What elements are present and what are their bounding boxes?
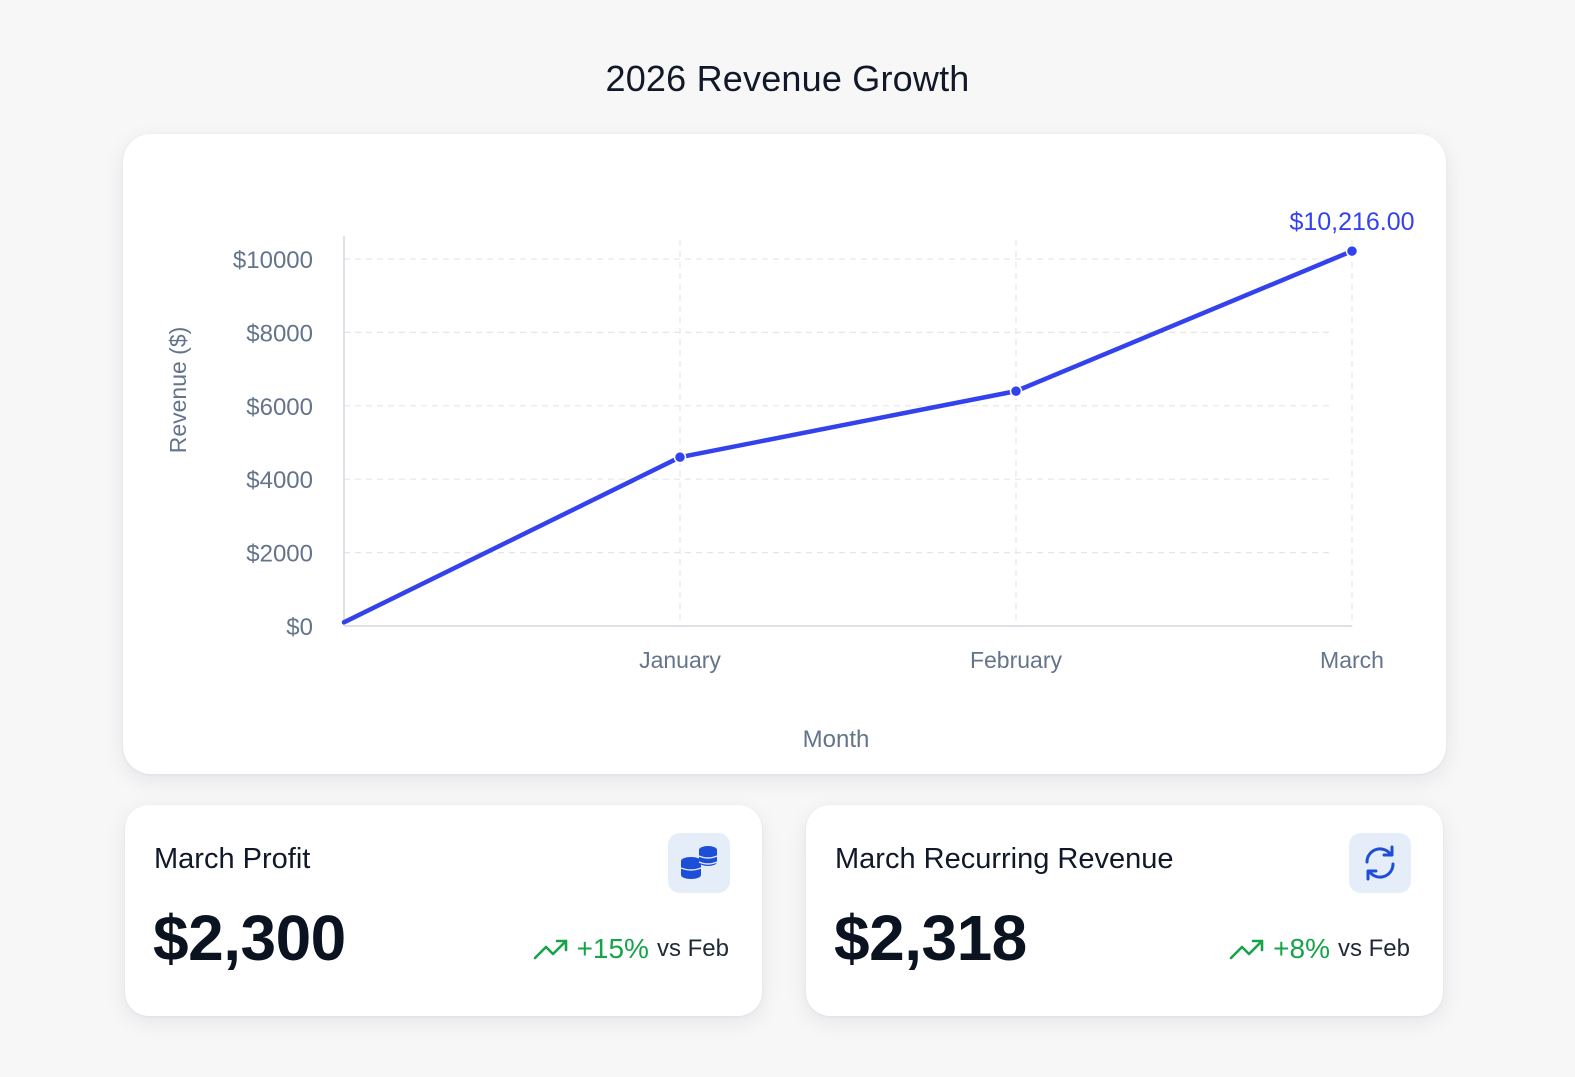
change-comparison: vs Feb <box>1337 935 1410 962</box>
march-recurring-revenue-card: March Recurring Revenue $2,318 +8% vs Fe… <box>806 805 1443 1016</box>
stat-value: $2,300 <box>153 902 346 974</box>
march-profit-card: March Profit $2,300 <box>125 805 762 1016</box>
data-point <box>1009 384 1023 398</box>
y-tick-label: $6000 <box>246 394 313 421</box>
stat-change: +8% vs Feb <box>1229 933 1410 965</box>
x-axis-title: Month <box>803 726 870 753</box>
stat-label: March Profit <box>154 843 311 875</box>
data-label: $10,216.00 <box>1289 208 1414 236</box>
y-tick-label: $0 <box>286 614 313 641</box>
x-tick-label: January <box>639 647 721 673</box>
page-title: 2026 Revenue Growth <box>605 58 970 99</box>
refresh-icon <box>1349 833 1411 893</box>
data-point <box>673 450 687 464</box>
y-tick-label: $2000 <box>246 541 313 568</box>
change-percent: +8% <box>1273 933 1330 964</box>
y-axis-title: Revenue ($) <box>165 327 191 454</box>
y-tick-label: $4000 <box>246 467 313 494</box>
coins-icon <box>668 833 730 893</box>
stat-label: March Recurring Revenue <box>835 843 1174 875</box>
change-comparison: vs Feb <box>656 935 729 962</box>
trend-up-icon <box>533 939 567 960</box>
revenue-series-line <box>341 248 1355 625</box>
stat-value: $2,318 <box>834 902 1027 974</box>
x-tick-label: March <box>1320 647 1384 673</box>
data-point <box>1345 244 1359 258</box>
change-percent: +15% <box>576 933 649 964</box>
revenue-line-chart: $0 $2000 $4000 $6000 $8000 $10000 January Febru… <box>165 208 1415 753</box>
revenue-chart-card: $0 $2000 $4000 $6000 $8000 $10000 January Febru… <box>123 134 1446 774</box>
trend-up-icon <box>1229 939 1264 960</box>
y-tick-label: $10000 <box>233 247 313 274</box>
y-tick-label: $8000 <box>246 320 313 347</box>
stat-change: +15% vs Feb <box>533 933 729 965</box>
x-tick-label: February <box>970 647 1063 673</box>
